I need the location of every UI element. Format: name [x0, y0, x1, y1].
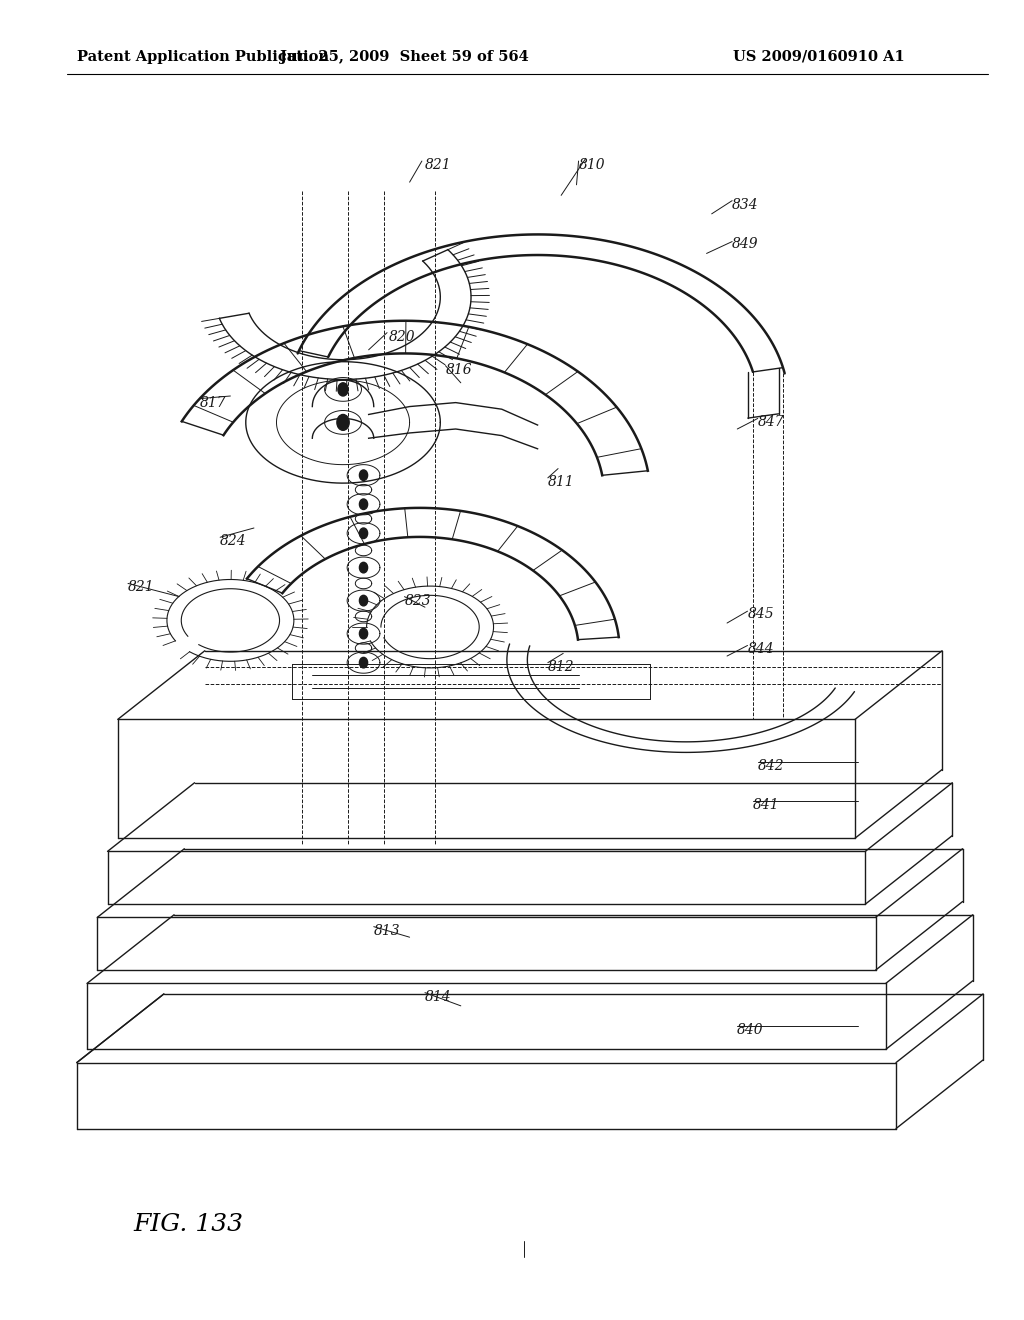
Circle shape	[337, 414, 349, 430]
Text: 845: 845	[748, 607, 774, 620]
Text: 812: 812	[548, 660, 574, 673]
Text: Jun. 25, 2009  Sheet 59 of 564: Jun. 25, 2009 Sheet 59 of 564	[281, 50, 528, 63]
Circle shape	[359, 657, 368, 668]
Text: 824: 824	[220, 535, 247, 548]
Text: 823: 823	[404, 594, 431, 607]
Text: 810: 810	[579, 158, 605, 172]
Circle shape	[359, 562, 368, 573]
Text: 811: 811	[548, 475, 574, 488]
Circle shape	[359, 499, 368, 510]
Text: 816: 816	[445, 363, 472, 376]
Text: 842: 842	[758, 759, 784, 772]
Text: 840: 840	[737, 1023, 764, 1036]
Circle shape	[359, 628, 368, 639]
Text: 841: 841	[753, 799, 779, 812]
Text: 821: 821	[128, 581, 155, 594]
Text: 820: 820	[389, 330, 416, 343]
Text: US 2009/0160910 A1: US 2009/0160910 A1	[733, 50, 905, 63]
Circle shape	[359, 528, 368, 539]
Text: 814: 814	[425, 990, 452, 1003]
Text: 849: 849	[732, 238, 759, 251]
Circle shape	[338, 383, 348, 396]
Text: 813: 813	[374, 924, 400, 937]
Circle shape	[359, 595, 368, 606]
Text: 821: 821	[425, 158, 452, 172]
Text: Patent Application Publication: Patent Application Publication	[77, 50, 329, 63]
Text: 844: 844	[748, 643, 774, 656]
Text: FIG. 133: FIG. 133	[133, 1213, 243, 1237]
Text: 847: 847	[758, 416, 784, 429]
Circle shape	[359, 470, 368, 480]
Text: 817: 817	[200, 396, 226, 409]
Text: 834: 834	[732, 198, 759, 211]
